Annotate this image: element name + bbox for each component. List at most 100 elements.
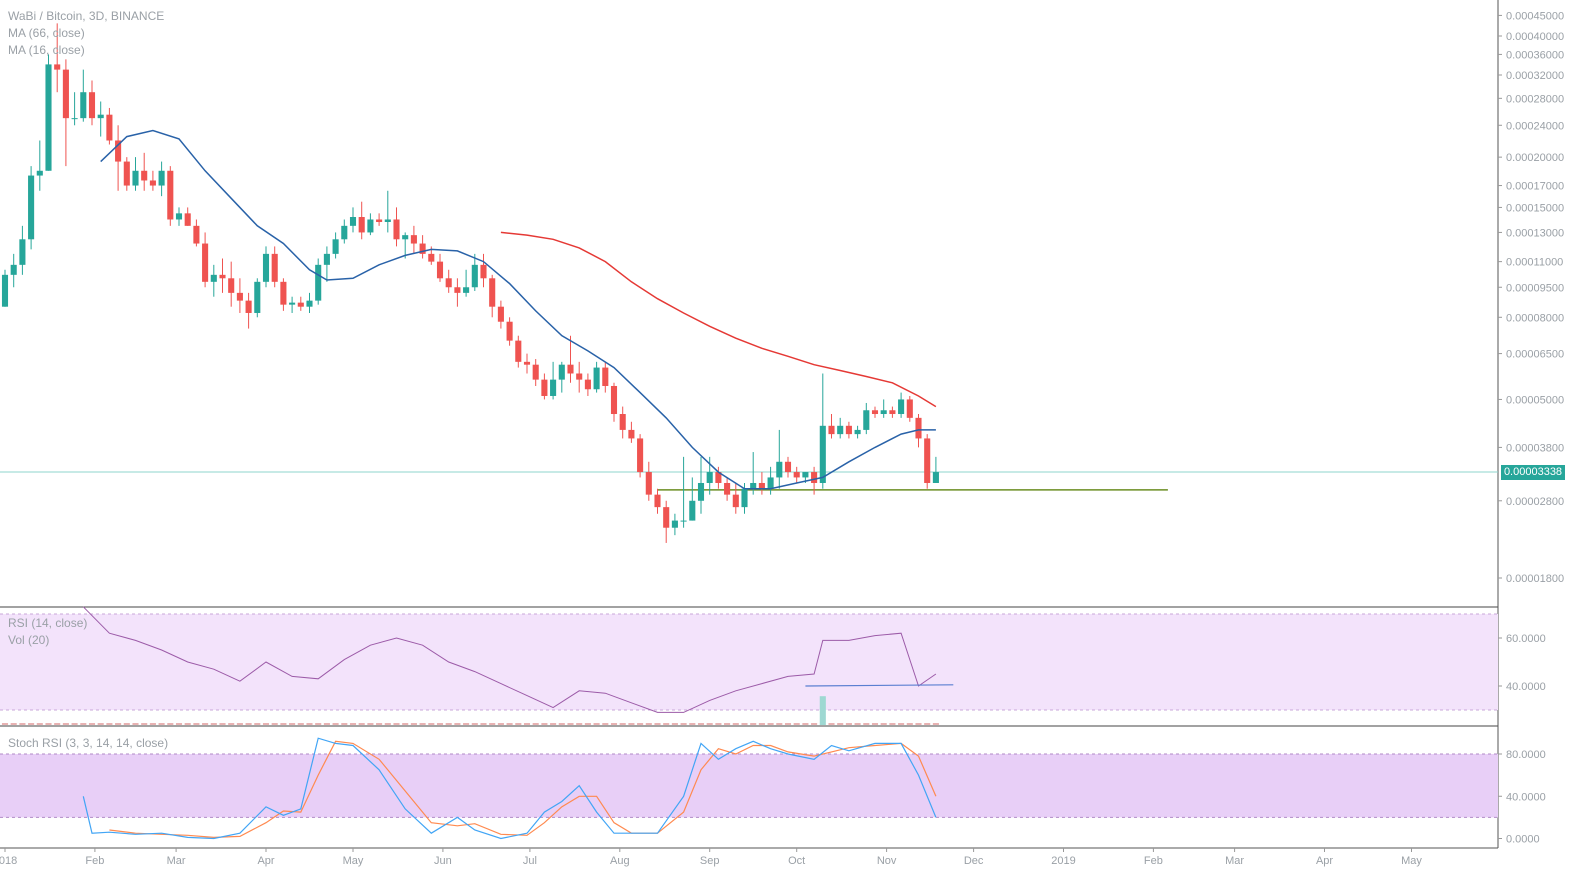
volume-bar — [680, 723, 687, 725]
volume-bar — [811, 723, 818, 725]
candle-up — [71, 118, 78, 120]
volume-bar — [480, 723, 487, 725]
candle-down — [497, 306, 504, 322]
candle-down — [793, 472, 800, 478]
volume-bar — [175, 723, 183, 725]
volume-bar — [602, 723, 609, 725]
volume-bar — [776, 723, 783, 725]
candle-down — [619, 414, 626, 430]
price-axis-label: 0.00003800 — [1506, 442, 1564, 454]
candle-down — [376, 219, 383, 222]
candle-down — [141, 170, 148, 181]
candle-up — [463, 287, 470, 293]
candle-up — [175, 213, 183, 220]
volume-bar — [523, 723, 531, 725]
candle-down — [715, 472, 722, 483]
candle-up — [558, 364, 565, 380]
candle-down — [924, 438, 931, 483]
candle-up — [402, 235, 409, 240]
volume-bar — [245, 723, 252, 725]
time-axis-label: Jun — [434, 855, 452, 867]
time-axis-label: 2019 — [1051, 855, 1075, 867]
volume-bar — [384, 723, 391, 725]
volume-bar — [758, 723, 765, 725]
volume-bar — [706, 723, 713, 725]
volume-bar — [393, 723, 400, 725]
candle-down — [576, 373, 583, 380]
price-axis-label: 0.00036000 — [1506, 49, 1564, 61]
current-price-tag: 0.00003338 — [1501, 465, 1565, 481]
volume-bar — [663, 723, 670, 725]
main-legend: WaBi / Bitcoin, 3D, BINANCE MA (66, clos… — [8, 8, 164, 59]
volume-bar — [906, 723, 913, 725]
candle-down — [654, 494, 661, 508]
candle-up — [689, 500, 696, 521]
volume-bar — [567, 723, 574, 725]
candle-up — [315, 264, 322, 301]
candle-down — [271, 253, 278, 282]
candle-down — [115, 140, 122, 162]
candle-up — [550, 379, 557, 396]
volume-bar — [19, 723, 26, 725]
candle-up — [254, 281, 261, 313]
candle-down — [436, 261, 444, 279]
candle-up — [776, 461, 783, 478]
candle-up — [802, 472, 809, 478]
rsi-legend: RSI (14, close) Vol (20) — [8, 615, 87, 649]
volume-bar — [750, 723, 757, 725]
symbol-title: WaBi / Bitcoin, 3D, BINANCE — [8, 9, 165, 23]
volume-bar — [132, 723, 139, 725]
candle-down — [784, 461, 792, 473]
price-axis-label: 0.00013000 — [1506, 227, 1564, 239]
vol-legend-label: Vol (20) — [8, 633, 50, 647]
time-axis-label: Apr — [257, 855, 274, 867]
candle-up — [158, 170, 165, 186]
volume-bar — [193, 723, 200, 725]
volume-bar — [576, 723, 583, 725]
price-axis-label: 0.00008000 — [1506, 312, 1564, 324]
candle-down — [184, 213, 191, 226]
volume-bar — [506, 723, 513, 725]
candle-down — [489, 278, 496, 307]
volume-bar — [419, 723, 426, 725]
volume-bar — [532, 723, 539, 725]
volume-bar — [445, 723, 452, 725]
volume-bar — [454, 723, 461, 725]
volume-bar — [80, 723, 87, 725]
candle-down — [280, 281, 287, 305]
price-axis-label: 0.00032000 — [1506, 70, 1564, 82]
candle-down — [584, 379, 591, 390]
candle-up — [837, 425, 844, 435]
candle-up — [323, 253, 330, 265]
volume-bar — [358, 723, 365, 725]
volume-bar — [1, 723, 9, 725]
volume-bar — [228, 723, 235, 725]
stoch-axis-label: 80.0000 — [1506, 749, 1546, 761]
candle-up — [306, 300, 313, 307]
candle-down — [845, 425, 852, 435]
price-axis-label: 0.00015000 — [1506, 202, 1564, 214]
candle-down — [732, 494, 739, 508]
rsi-axis-label: 60.0000 — [1506, 633, 1546, 645]
candle-up — [97, 114, 104, 119]
candle-down — [228, 278, 235, 293]
candle-down — [758, 482, 765, 489]
volume-bar — [854, 723, 861, 725]
time-axis-label: Apr — [1316, 855, 1333, 867]
candle-down — [480, 264, 487, 279]
candle-up — [210, 274, 217, 282]
time-axis-label: Jul — [523, 855, 537, 867]
candle-up — [45, 64, 52, 171]
candle-up — [341, 225, 348, 240]
rsi-axis-label: 40.0000 — [1506, 681, 1546, 693]
time-axis-label: May — [1401, 855, 1422, 867]
volume-bar — [497, 723, 504, 725]
volume-bar — [871, 723, 879, 725]
candle-down — [515, 340, 522, 362]
volume-bar — [819, 696, 826, 725]
volume-bar — [767, 723, 774, 725]
volume-bar — [898, 723, 905, 725]
stoch-d-line — [109, 740, 937, 839]
